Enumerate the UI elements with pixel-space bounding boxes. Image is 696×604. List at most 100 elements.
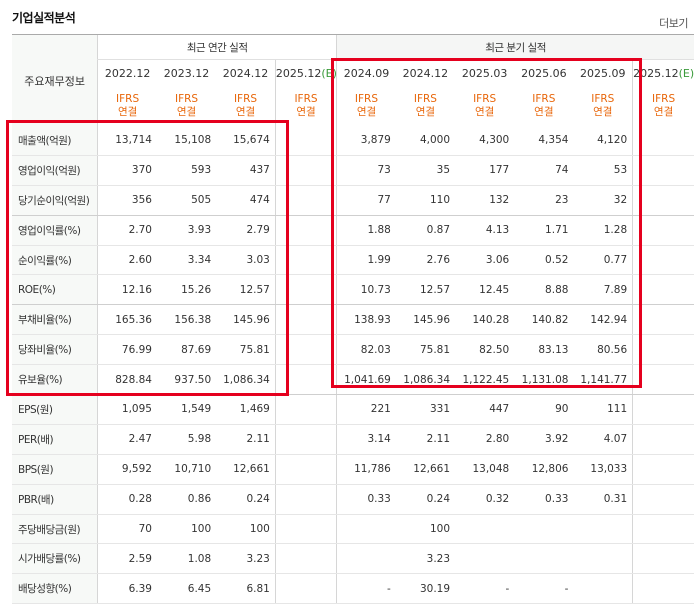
annual-value-cell: 2.11 — [216, 424, 276, 455]
annual-value-cell: 6.81 — [216, 573, 276, 604]
quarter-value-cell: 8.88 — [514, 274, 574, 306]
annual-estimate-cell — [274, 155, 337, 186]
quarter-value-cell: - — [455, 573, 515, 604]
quarter-value-cell: 12.57 — [395, 274, 456, 306]
quarter-value-cell: 2.80 — [455, 424, 515, 455]
ifrs-basis-label: IFRS 연결 — [175, 93, 199, 118]
annual-value-cell: 593 — [156, 155, 217, 186]
table-row: 주당배당금(원) 70 100 100 100 — [12, 514, 694, 545]
quarter-value-cell: 74 — [514, 155, 574, 186]
row-label: 영업이익(억원) — [12, 155, 98, 186]
quarter-value-cell: 11,786 — [336, 454, 396, 485]
quarter-value-cell: 73 — [336, 155, 396, 186]
table-row: PER(배) 2.47 5.98 2.11 3.14 2.11 2.80 3.92 4.07 — [12, 424, 694, 455]
quarter-value-cell: 82.03 — [336, 334, 396, 366]
quarter-value-cell: 0.87 — [395, 215, 456, 246]
quarter-value-cell: 1,086.34 — [395, 364, 456, 396]
quarter-estimate-cell — [632, 334, 694, 366]
annual-value-cell: 2.70 — [97, 215, 157, 246]
annual-estimate-cell — [274, 573, 337, 604]
annual-estimate-cell — [274, 514, 337, 545]
quarter-value-cell: 0.31 — [573, 484, 633, 515]
quarter-value-cell: 4,120 — [573, 126, 633, 156]
annual-value-cell: 1,469 — [216, 394, 276, 425]
quarter-value-cell: 0.32 — [455, 484, 515, 515]
quarter-value-cell: 3.92 — [514, 424, 574, 455]
quarter-value-cell: 80.56 — [573, 334, 633, 366]
row-label: 당좌비율(%) — [12, 334, 98, 366]
annual-value-cell: 6.45 — [156, 573, 217, 604]
annual-value-cell: 0.28 — [97, 484, 157, 515]
quarter-value-cell: 4,354 — [514, 126, 574, 156]
annual-value-cell: 474 — [216, 185, 276, 216]
quarter-estimate-cell — [632, 543, 694, 575]
quarter-value-cell — [336, 543, 396, 575]
quarter-value-cell: 177 — [455, 155, 515, 186]
annual-value-cell: 76.99 — [97, 334, 157, 366]
annual-value-cell: 75.81 — [216, 334, 276, 366]
quarter-value-cell — [573, 543, 633, 575]
row-label: PER(배) — [12, 424, 98, 455]
quarter-value-cell: 100 — [395, 514, 456, 545]
annual-value-cell: 70 — [97, 514, 157, 545]
annual-estimate-cell — [274, 185, 337, 216]
quarter-value-cell: 0.52 — [514, 245, 574, 276]
period-header: 2025.03 — [461, 66, 508, 80]
quarter-value-cell: 1.88 — [336, 215, 396, 246]
quarter-value-cell: 1,131.08 — [514, 364, 574, 396]
quarter-value-cell: 13,048 — [455, 454, 515, 485]
annual-value-cell: 10,710 — [156, 454, 217, 485]
table-row: 영업이익(억원) 370 593 437 73 35 177 74 53 — [12, 155, 694, 186]
quarter-estimate-cell — [632, 454, 694, 485]
quarter-value-cell: 1.99 — [336, 245, 396, 276]
annual-value-cell: 6.39 — [97, 573, 157, 604]
quarter-estimate-cell — [632, 364, 694, 396]
annual-value-cell: 100 — [156, 514, 217, 545]
quarter-value-cell — [573, 514, 633, 545]
annual-value-cell: 937.50 — [156, 364, 217, 396]
quarter-value-cell: 4,000 — [395, 126, 456, 156]
label-column-header: 주요재무정보 — [12, 34, 98, 126]
period-header: 2022.12 — [97, 59, 157, 86]
quarter-value-cell: 3.06 — [455, 245, 515, 276]
annual-estimate-cell — [274, 304, 337, 336]
quarter-value-cell — [336, 514, 396, 545]
row-label: 주당배당금(원) — [12, 514, 98, 545]
quarter-value-cell: 1,041.69 — [336, 364, 396, 396]
period-header: 2023.12 — [163, 66, 210, 80]
table-row: 당기순이익(억원) 356 505 474 77 110 132 23 32 — [12, 185, 694, 216]
row-label: 당기순이익(억원) — [12, 185, 98, 216]
quarter-estimate-cell — [632, 155, 694, 186]
quarter-value-cell: 4.07 — [573, 424, 633, 455]
quarter-value-cell: 3.23 — [395, 543, 456, 575]
ifrs-basis-label: IFRS 연결 — [336, 86, 396, 126]
period-header: 2025.06 — [521, 66, 567, 80]
quarter-value-cell: 4.13 — [455, 215, 515, 246]
quarter-value-cell: 12,806 — [514, 454, 574, 485]
more-link[interactable]: 더보기 — [659, 17, 688, 30]
quarter-value-cell: 0.77 — [573, 245, 633, 276]
row-label: 부채비율(%) — [12, 304, 98, 336]
annual-value-cell: 437 — [216, 155, 276, 186]
quarter-value-cell: 90 — [514, 394, 574, 425]
quarter-value-cell: 138.93 — [336, 304, 396, 336]
quarter-value-cell: 53 — [573, 155, 633, 186]
annual-value-cell: 15,674 — [216, 126, 276, 156]
table-row: 매출액(억원) 13,714 15,108 15,674 3,879 4,000 4,300… — [12, 126, 694, 156]
annual-value-cell: 3.34 — [156, 245, 217, 276]
quarter-value-cell: 2.11 — [395, 424, 456, 455]
period-header-estimate: 2025.12(E) — [632, 59, 694, 86]
quarter-value-cell — [514, 543, 574, 575]
annual-value-cell: 3.03 — [216, 245, 276, 276]
annual-value-cell: 1.08 — [156, 543, 217, 575]
quarter-value-cell: 142.94 — [573, 304, 633, 336]
annual-estimate-cell — [274, 364, 337, 396]
annual-group-header: 최근 연간 실적 — [97, 34, 337, 60]
row-label: 유보율(%) — [12, 364, 98, 396]
quarter-value-cell: 10.73 — [336, 274, 396, 306]
quarter-value-cell: 1.71 — [514, 215, 574, 246]
row-label: 배당성향(%) — [12, 573, 98, 604]
table-row: 순이익률(%) 2.60 3.34 3.03 1.99 2.76 3.06 0.52 0.77 — [12, 245, 694, 276]
annual-estimate-cell — [274, 215, 337, 246]
quarter-value-cell: 7.89 — [573, 274, 633, 306]
